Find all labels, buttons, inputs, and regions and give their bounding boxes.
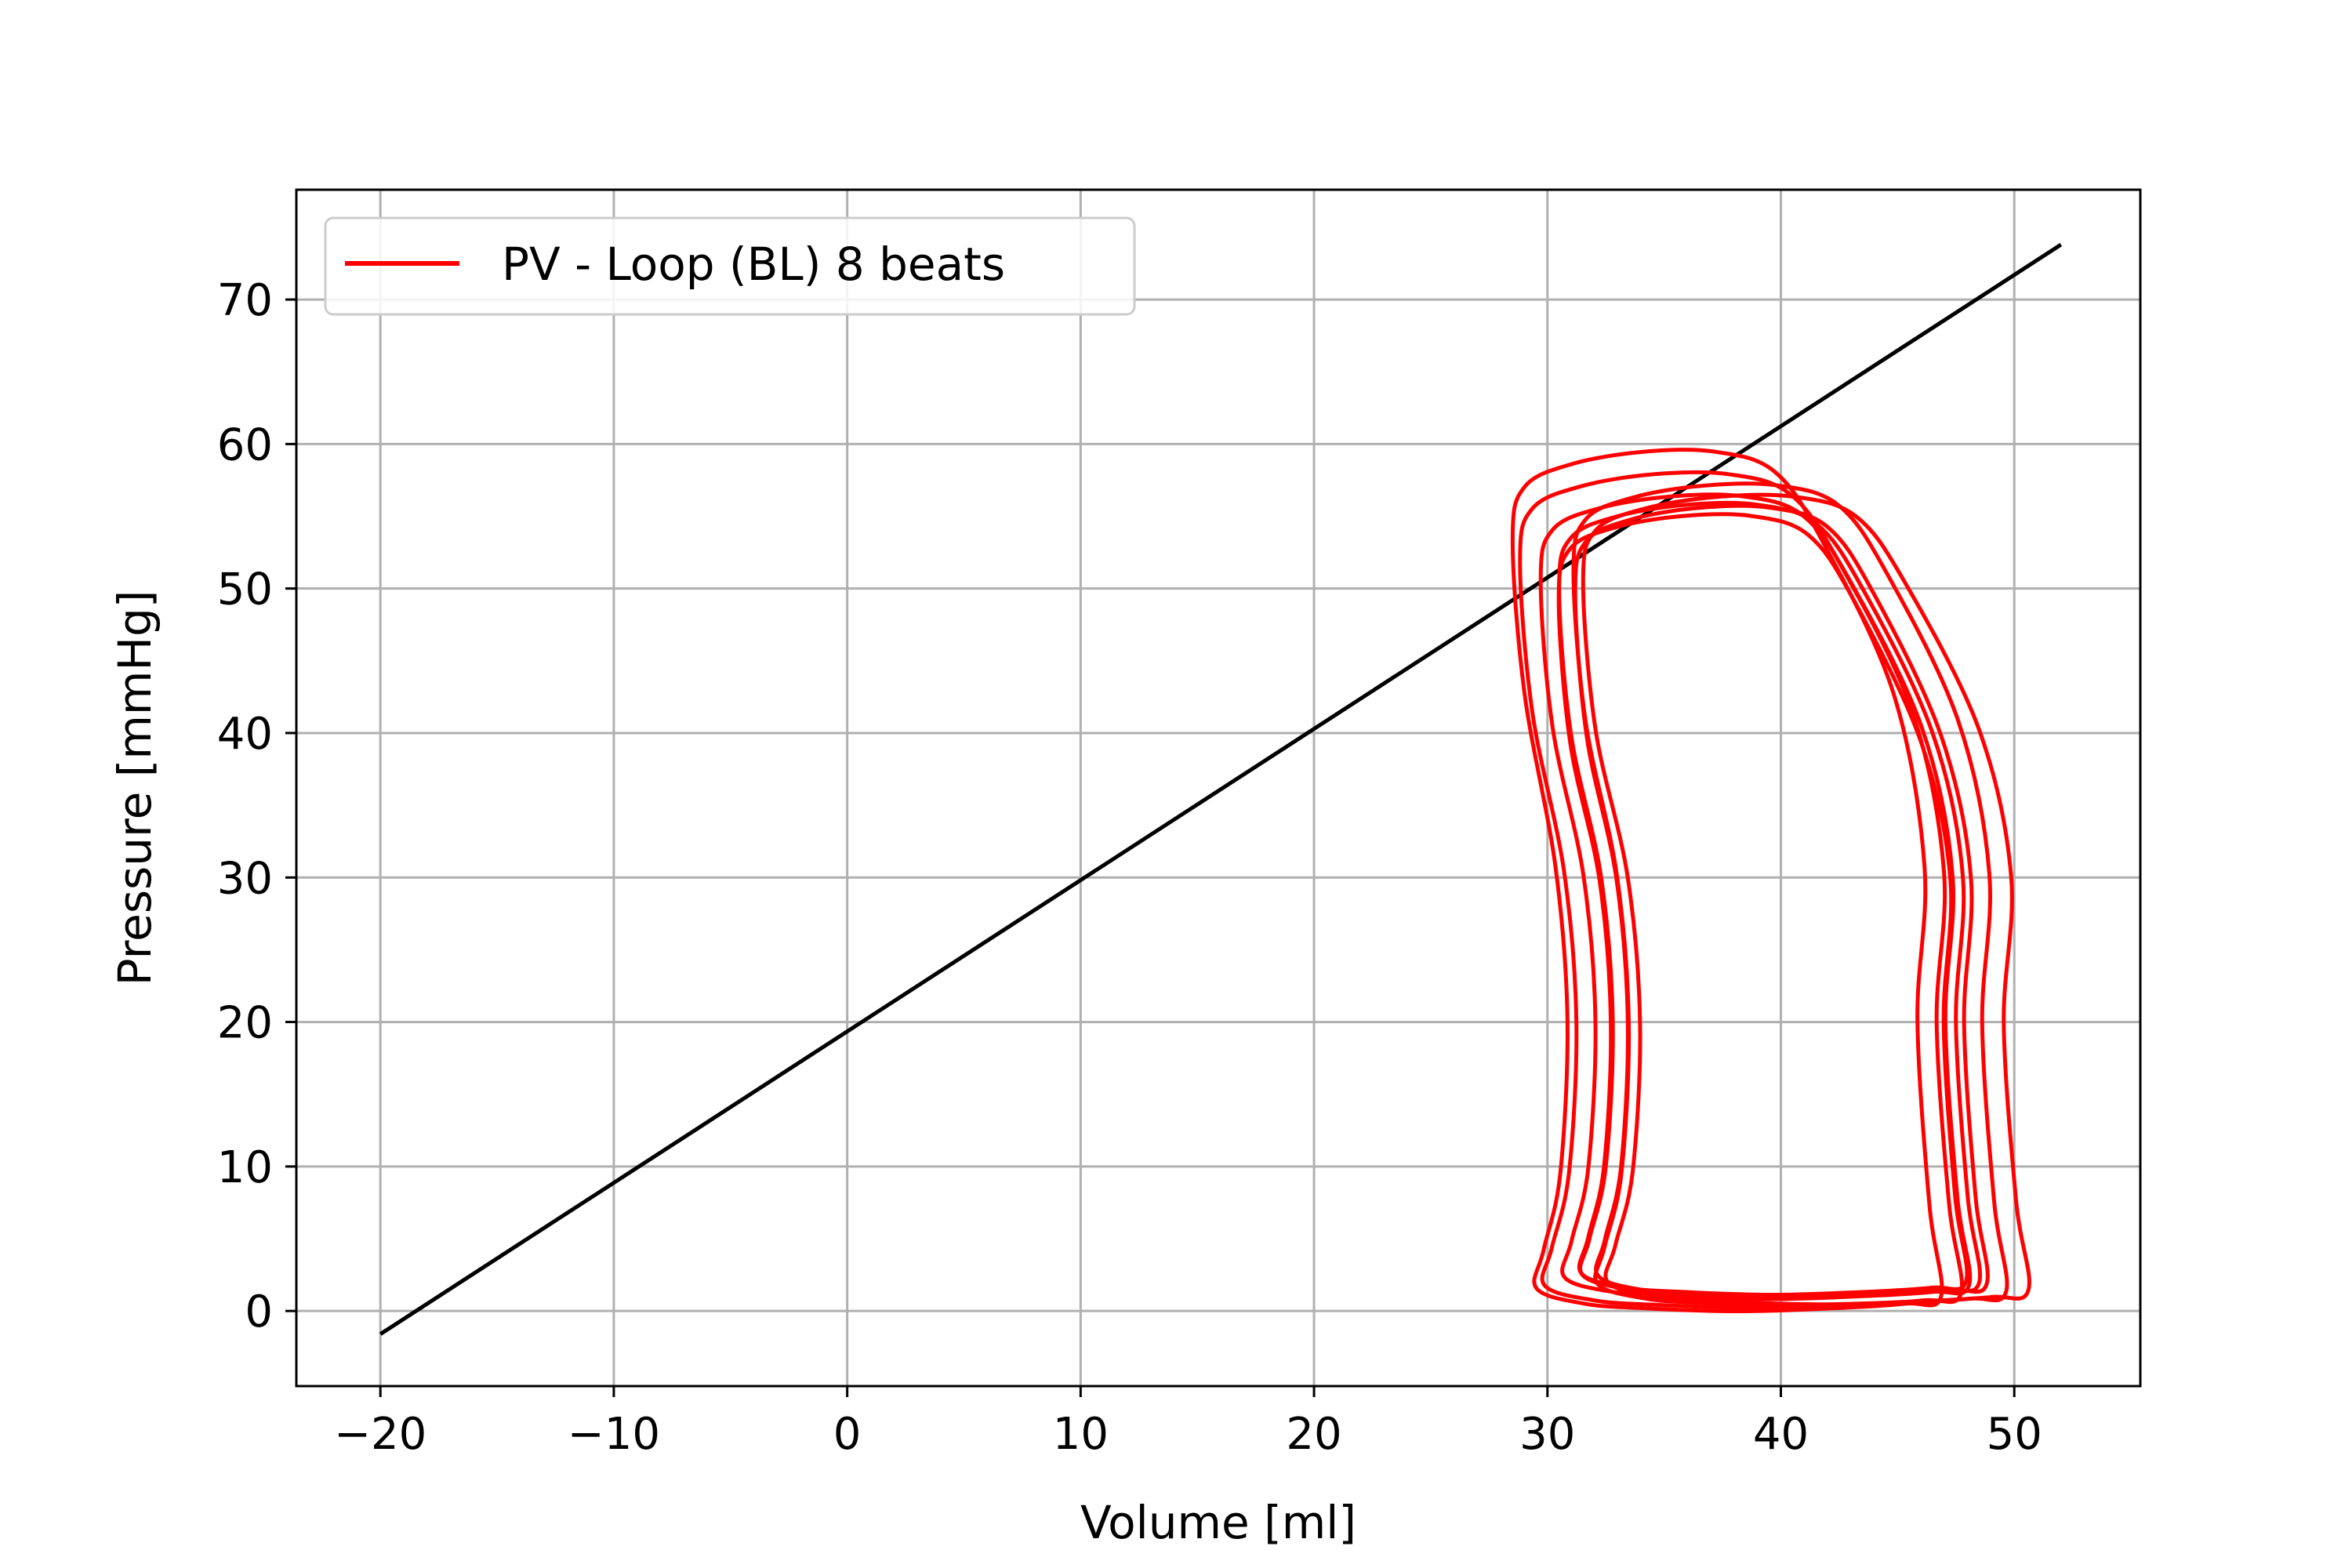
x-axis-label: Volume [ml] bbox=[1080, 1496, 1356, 1549]
y-tick-label: 70 bbox=[217, 275, 273, 326]
legend: PV - Loop (BL) 8 beats bbox=[324, 216, 1136, 316]
x-tick-label: −20 bbox=[334, 1409, 426, 1460]
plot-data bbox=[379, 242, 2063, 1336]
y-tick-label: 50 bbox=[217, 564, 273, 615]
pv-loop-beat-7 bbox=[1581, 492, 2031, 1307]
x-tick-label: 20 bbox=[1286, 1409, 1341, 1460]
x-tick-label: 30 bbox=[1519, 1409, 1575, 1460]
reference-line bbox=[379, 242, 2063, 1336]
y-tick-label: 0 bbox=[245, 1287, 273, 1338]
y-tick-label: 10 bbox=[217, 1142, 273, 1193]
y-tick-label: 60 bbox=[217, 419, 273, 470]
y-axis-label: Pressure [mmHg] bbox=[108, 590, 162, 986]
x-tick-label: 0 bbox=[833, 1409, 862, 1460]
axis-ticks: −20 −10 0 10 20 30 40 50 0 10 20 30 40 50 60 70 bbox=[217, 275, 2042, 1460]
pv-loop-beat-8 bbox=[1510, 448, 1944, 1313]
y-tick-label: 30 bbox=[217, 853, 273, 904]
x-tick-label: −10 bbox=[568, 1409, 660, 1460]
y-tick-label: 20 bbox=[217, 998, 273, 1049]
legend-label-pv-loop: PV - Loop (BL) 8 beats bbox=[502, 238, 1005, 291]
x-tick-label: 10 bbox=[1053, 1409, 1109, 1460]
grid-lines bbox=[296, 190, 2140, 1386]
plot-frame bbox=[295, 188, 2142, 1388]
legend-box bbox=[324, 216, 1136, 316]
y-tick-label: 40 bbox=[217, 709, 273, 760]
x-tick-label: 50 bbox=[1987, 1409, 2042, 1460]
x-tick-label: 40 bbox=[1753, 1409, 1809, 1460]
